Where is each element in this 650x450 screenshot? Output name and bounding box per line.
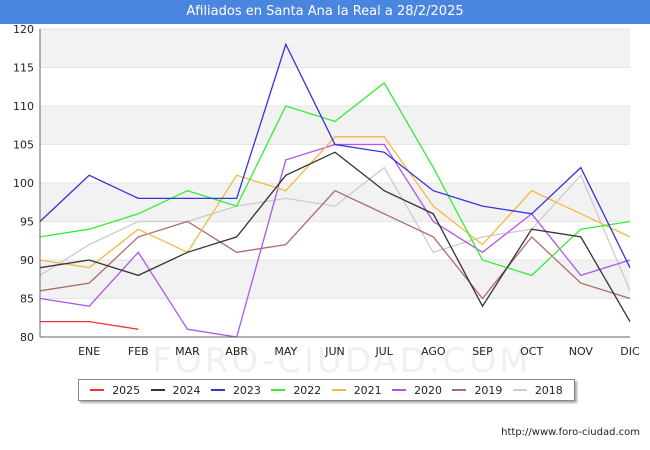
y-tick-label: 105 bbox=[13, 139, 34, 152]
legend-swatch bbox=[150, 389, 165, 391]
x-tick-label: JUN bbox=[324, 345, 345, 358]
series-line-2020 bbox=[39, 143, 631, 338]
y-tick-label: 100 bbox=[13, 177, 34, 190]
legend-label: 2022 bbox=[293, 383, 322, 397]
series-line-2025 bbox=[40, 320, 139, 330]
x-tick-label: ABR bbox=[225, 345, 248, 358]
legend-item-2020: 2020 bbox=[392, 384, 442, 397]
series-line-2021 bbox=[39, 136, 631, 269]
legend-swatch bbox=[452, 389, 467, 391]
x-tick-label: MAR bbox=[175, 345, 200, 358]
source-url: http://www.foro-ciudad.com bbox=[501, 427, 640, 438]
x-tick-label: SEP bbox=[472, 345, 493, 358]
chart-title: Afiliados en Santa Ana la Real a 28/2/20… bbox=[0, 0, 650, 24]
legend-label: 2023 bbox=[232, 383, 261, 397]
axes bbox=[39, 29, 630, 338]
legend-item-2025: 2025 bbox=[90, 384, 140, 397]
legend-item-2019: 2019 bbox=[452, 384, 502, 397]
legend-label: 2021 bbox=[353, 383, 382, 397]
legend-item-2018: 2018 bbox=[512, 383, 563, 397]
legend-swatch bbox=[90, 389, 105, 391]
legend-item-2022: 2022 bbox=[271, 384, 321, 397]
legend-swatch bbox=[331, 389, 346, 391]
grid-band bbox=[40, 183, 630, 222]
watermark-layer: FORO-CIUDAD.COM bbox=[152, 341, 531, 381]
series-line-2019 bbox=[39, 189, 631, 300]
grid-band bbox=[40, 29, 630, 68]
x-tick-label: DIC bbox=[620, 345, 640, 358]
legend-swatch bbox=[271, 389, 286, 391]
y-tick-label: 95 bbox=[20, 216, 34, 229]
y-tick-label: 90 bbox=[20, 254, 34, 267]
series-line-2024 bbox=[39, 151, 631, 322]
grid-bands bbox=[40, 29, 630, 299]
watermark-text: FORO-CIUDAD.COM bbox=[152, 341, 531, 381]
x-tick-label: NOV bbox=[569, 345, 594, 358]
legend-swatch bbox=[392, 389, 407, 391]
y-tick-label: 80 bbox=[20, 331, 34, 344]
x-tick-label: FEB bbox=[128, 345, 149, 358]
x-tick-label: OCT bbox=[520, 345, 543, 358]
legend-item-2024: 2024 bbox=[150, 383, 201, 397]
x-tick-label: MAY bbox=[274, 345, 297, 358]
legend-item-2023: 2023 bbox=[210, 383, 261, 397]
legend-item-2021: 2021 bbox=[331, 383, 382, 397]
grid-band bbox=[40, 260, 630, 299]
series-layer bbox=[39, 42, 631, 338]
y-tick-label: 85 bbox=[20, 293, 34, 306]
y-tick-label: 110 bbox=[13, 100, 34, 113]
legend-label: 2019 bbox=[474, 383, 503, 397]
y-tick-labels: 80 85 90 95 100 105 110 115 120 bbox=[13, 23, 34, 344]
x-tick-labels: ENE FEB MAR ABR MAY JUN JUL AGO SEP OCT NOV DIC bbox=[78, 345, 640, 358]
legend-swatch bbox=[210, 389, 225, 391]
legend-label: 2025 bbox=[112, 383, 141, 397]
legend-label: 2018 bbox=[534, 383, 563, 397]
x-tick-label: JUL bbox=[374, 345, 393, 358]
grid-band bbox=[40, 106, 630, 145]
y-tick-label: 120 bbox=[13, 23, 34, 36]
series-line-2023 bbox=[39, 42, 631, 268]
series-line-2022 bbox=[39, 81, 631, 277]
legend-label: 2020 bbox=[414, 383, 443, 397]
legend-label: 2024 bbox=[172, 383, 201, 397]
legend: 2025 2024 2023 2022 2021 2020 2019 2018 bbox=[78, 379, 575, 401]
y-tick-label: 115 bbox=[13, 62, 34, 75]
x-tick-label: AGO bbox=[421, 345, 446, 358]
x-tick-label: ENE bbox=[78, 345, 100, 358]
legend-swatch bbox=[512, 389, 527, 391]
